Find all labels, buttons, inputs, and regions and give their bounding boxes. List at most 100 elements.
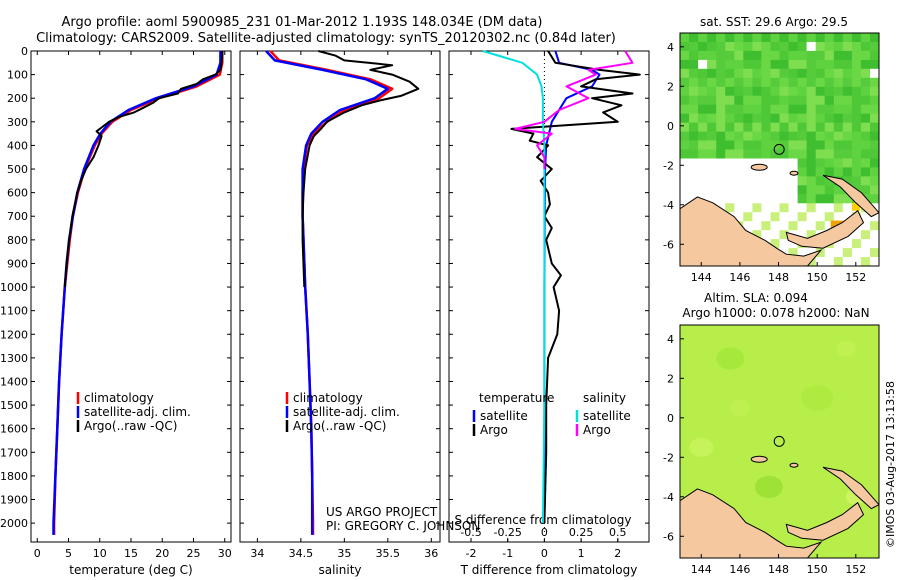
sst-cell bbox=[797, 104, 808, 115]
sdiff-tick-label: 0.25 bbox=[569, 526, 594, 539]
sst-cell bbox=[797, 158, 808, 168]
sst-cell bbox=[698, 68, 708, 79]
sst-cell bbox=[860, 158, 871, 168]
sst-cell bbox=[734, 212, 744, 222]
depth-tick-label: 1600 bbox=[0, 423, 28, 436]
land-new-guinea bbox=[680, 488, 823, 558]
map-sla-xtick-label: 146 bbox=[729, 563, 750, 576]
sst-cell bbox=[851, 158, 862, 168]
temperature-series-0 bbox=[52, 51, 224, 535]
sst-cell bbox=[734, 140, 744, 150]
sst-cell bbox=[824, 33, 835, 43]
difference-series-1 bbox=[510, 50, 641, 524]
sst-cell bbox=[761, 95, 771, 106]
sst-cell bbox=[680, 33, 690, 43]
sst-cell bbox=[860, 77, 871, 88]
sst-cell bbox=[761, 122, 771, 133]
sst-cell bbox=[734, 104, 744, 115]
sst-cell bbox=[743, 158, 753, 168]
sst-cell bbox=[770, 158, 780, 168]
sst-cell bbox=[797, 248, 808, 258]
difference-series-2 bbox=[482, 50, 546, 524]
sst-cell bbox=[743, 86, 753, 97]
sst-cell bbox=[815, 50, 826, 61]
sst-cell bbox=[842, 149, 853, 159]
sst-cell bbox=[870, 176, 879, 186]
sst-cell bbox=[815, 104, 826, 115]
sst-cell bbox=[806, 140, 817, 150]
sst-cell bbox=[716, 140, 726, 150]
sst-cell bbox=[734, 33, 744, 43]
depth-tick-label: 1100 bbox=[0, 305, 28, 318]
sst-cell bbox=[689, 86, 699, 97]
sst-cell bbox=[842, 113, 853, 124]
sst-cell bbox=[779, 203, 789, 213]
sst-cell bbox=[752, 221, 762, 231]
sst-cell bbox=[824, 104, 835, 115]
sst-cell bbox=[815, 257, 826, 266]
sst-cell bbox=[743, 122, 753, 133]
sst-cell bbox=[806, 248, 817, 258]
sst-cell bbox=[833, 194, 844, 204]
sst-cell bbox=[842, 140, 853, 150]
sst-cell bbox=[761, 230, 771, 240]
sst-cell bbox=[725, 113, 735, 124]
sst-cell bbox=[689, 95, 699, 106]
sst-cell bbox=[716, 194, 726, 204]
sst-cell bbox=[743, 77, 753, 88]
sst-cell bbox=[824, 212, 835, 222]
sst-cell bbox=[870, 149, 879, 159]
sst-cell bbox=[833, 140, 844, 150]
sst-cell bbox=[815, 131, 826, 142]
sst-cell bbox=[833, 122, 844, 133]
sst-cell bbox=[842, 42, 853, 52]
sst-cell bbox=[752, 122, 762, 133]
temperature-series-2 bbox=[63, 51, 224, 288]
title-line-2: Climatology: CARS2009. Satellite-adjuste… bbox=[36, 31, 616, 46]
sst-cell bbox=[725, 104, 735, 115]
difference-xlabel: T difference from climatology bbox=[460, 563, 638, 577]
sst-cell bbox=[833, 77, 844, 88]
sst-cell bbox=[788, 50, 798, 61]
sst-cell bbox=[770, 149, 780, 159]
sst-cell bbox=[779, 140, 789, 150]
sst-cell bbox=[734, 86, 744, 97]
sst-cell bbox=[689, 77, 699, 88]
sst-cell bbox=[770, 203, 780, 213]
sst-cell bbox=[870, 221, 879, 231]
sst-cell bbox=[761, 42, 771, 52]
sst-cell bbox=[806, 149, 817, 159]
sla-blob bbox=[836, 340, 857, 357]
diff-legend-label: satellite bbox=[583, 409, 631, 423]
sst-cell bbox=[870, 77, 879, 88]
sst-cell bbox=[752, 50, 762, 61]
sst-cell bbox=[752, 212, 762, 222]
depth-tick-label: 1800 bbox=[0, 470, 28, 483]
sst-cell bbox=[761, 194, 771, 204]
sst-cell bbox=[680, 77, 690, 88]
sst-cell bbox=[788, 42, 798, 52]
title-line-1: Argo profile: aoml 5900985_231 01-Mar-20… bbox=[62, 15, 543, 30]
sst-cell bbox=[833, 248, 844, 258]
map-sla-argo-marker bbox=[773, 435, 785, 447]
sst-cell bbox=[851, 230, 862, 240]
sst-cell bbox=[788, 194, 798, 204]
sst-cell bbox=[770, 77, 780, 88]
sst-cell bbox=[815, 167, 826, 177]
sst-cell bbox=[689, 50, 699, 61]
diff-legend-label: satellite bbox=[480, 409, 528, 423]
sst-cell bbox=[743, 95, 753, 106]
sst-cell bbox=[806, 95, 817, 106]
map-sst-xtick-label: 146 bbox=[729, 271, 750, 284]
sst-cell bbox=[752, 86, 762, 97]
sst-cell bbox=[761, 33, 771, 43]
sst-cell bbox=[770, 122, 780, 133]
sst-cell bbox=[842, 104, 853, 115]
sst-cell bbox=[734, 131, 744, 142]
sst-cell bbox=[806, 122, 817, 133]
sst-cell bbox=[815, 185, 826, 195]
sst-cell bbox=[698, 86, 708, 97]
sdiff-tick-label: -0.5 bbox=[460, 526, 481, 539]
sst-cell bbox=[707, 77, 717, 88]
sst-cell bbox=[851, 33, 862, 43]
